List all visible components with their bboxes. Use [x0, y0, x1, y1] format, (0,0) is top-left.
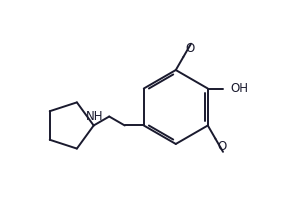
- Text: O: O: [185, 42, 194, 55]
- Text: OH: OH: [230, 82, 248, 95]
- Text: NH: NH: [85, 110, 103, 123]
- Text: O: O: [217, 140, 226, 153]
